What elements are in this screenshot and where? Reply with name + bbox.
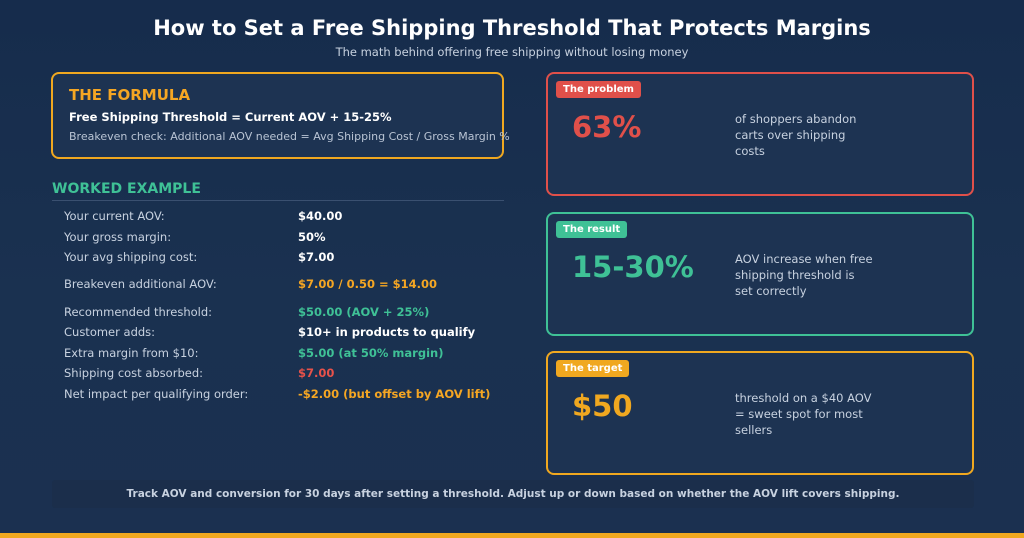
row-value-shipping-cost: $7.00 <box>298 250 335 264</box>
badge-result: The result <box>556 221 628 238</box>
row-value-gross-margin: 50% <box>298 230 326 244</box>
footer-note: Track AOV and conversion for 30 days aft… <box>126 488 900 500</box>
row-value-shipping-absorbed: $7.00 <box>298 366 335 380</box>
stat-card-problem: The problem 63% of shoppers abandon cart… <box>546 72 974 196</box>
row-label-shipping-absorbed: Shipping cost absorbed: <box>64 366 203 380</box>
stat-card-result: The result 15-30% AOV increase when free… <box>546 212 974 336</box>
worked-example-divider <box>52 200 504 201</box>
badge-target: The target <box>556 360 630 377</box>
stat-card-target: The target $50 threshold on a $40 AOV = … <box>546 351 974 475</box>
row-label-shipping-cost: Your avg shipping cost: <box>64 250 198 264</box>
stat-value-problem: 63% <box>572 110 642 144</box>
row-value-extra-margin: $5.00 (at 50% margin) <box>298 346 444 360</box>
worked-example-heading: WORKED EXAMPLE <box>52 181 201 197</box>
formula-heading: THE FORMULA <box>69 86 191 104</box>
page-subtitle: The math behind offering free shipping w… <box>335 45 689 59</box>
row-label-breakeven: Breakeven additional AOV: <box>64 277 217 291</box>
footer-note-band: Track AOV and conversion for 30 days aft… <box>52 480 974 508</box>
row-label-recommended-threshold: Recommended threshold: <box>64 305 213 319</box>
stat-description-problem: of shoppers abandon carts over shipping … <box>735 112 857 158</box>
row-value-breakeven: $7.00 / 0.50 = $14.00 <box>298 277 437 291</box>
row-label-gross-margin: Your gross margin: <box>64 230 172 244</box>
row-value-recommended-threshold: $50.00 (AOV + 25%) <box>298 305 430 319</box>
formula-breakeven-check: Breakeven check: Additional AOV needed =… <box>69 130 510 143</box>
stat-description-target: threshold on a $40 AOV = sweet spot for … <box>735 391 872 437</box>
row-value-current-aov: $40.00 <box>298 209 343 223</box>
formula-main: Free Shipping Threshold = Current AOV + … <box>69 110 392 124</box>
row-value-customer-adds: $10+ in products to qualify <box>298 325 476 339</box>
badge-problem: The problem <box>556 81 641 98</box>
row-label-net-impact: Net impact per qualifying order: <box>64 387 249 401</box>
stat-value-target: $50 <box>572 389 633 423</box>
row-label-extra-margin: Extra margin from $10: <box>64 346 199 360</box>
page-title: How to Set a Free Shipping Threshold Tha… <box>153 16 871 40</box>
bottom-accent-strip <box>0 533 1024 538</box>
stat-description-result: AOV increase when free shipping threshol… <box>735 252 873 298</box>
row-label-current-aov: Your current AOV: <box>64 209 165 223</box>
stat-value-result: 15-30% <box>572 250 694 284</box>
formula-box: THE FORMULA Free Shipping Threshold = Cu… <box>51 72 510 159</box>
row-value-net-impact: -$2.00 (but offset by AOV lift) <box>298 387 491 401</box>
row-label-customer-adds: Customer adds: <box>64 325 156 339</box>
